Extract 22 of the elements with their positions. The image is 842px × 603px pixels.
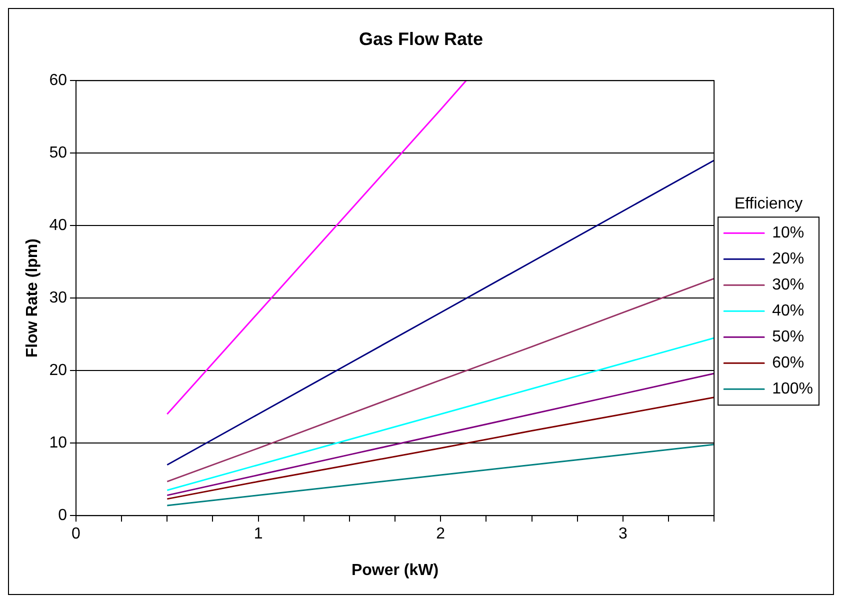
y-tick-label: 30 bbox=[49, 290, 68, 307]
y-tick-label: 50 bbox=[49, 144, 68, 162]
legend-title: Efficiency bbox=[734, 195, 803, 212]
x-tick-label: 3 bbox=[618, 526, 628, 543]
y-tick-label: 40 bbox=[49, 217, 68, 234]
legend-label: 100% bbox=[772, 380, 813, 398]
chart-title: Gas Flow Rate bbox=[358, 28, 484, 49]
legend-label: 10% bbox=[772, 224, 804, 242]
x-tick-label: 2 bbox=[436, 526, 446, 543]
legend-label: 50% bbox=[772, 328, 804, 346]
y-tick-label: 60 bbox=[49, 72, 68, 90]
y-tick-label: 0 bbox=[58, 507, 68, 524]
y-tick-label: 10 bbox=[49, 434, 68, 452]
x-tick-label: 1 bbox=[254, 526, 263, 543]
legend-label: 60% bbox=[772, 354, 804, 372]
legend-label: 20% bbox=[772, 250, 804, 268]
x-axis-title: Power (kW) bbox=[351, 562, 439, 579]
x-tick-label: 0 bbox=[72, 526, 81, 543]
legend-label: 30% bbox=[772, 276, 804, 294]
y-tick-label: 20 bbox=[49, 362, 68, 380]
legend-label: 40% bbox=[772, 302, 804, 320]
y-axis-title: Flow Rate (lpm) bbox=[24, 238, 42, 358]
